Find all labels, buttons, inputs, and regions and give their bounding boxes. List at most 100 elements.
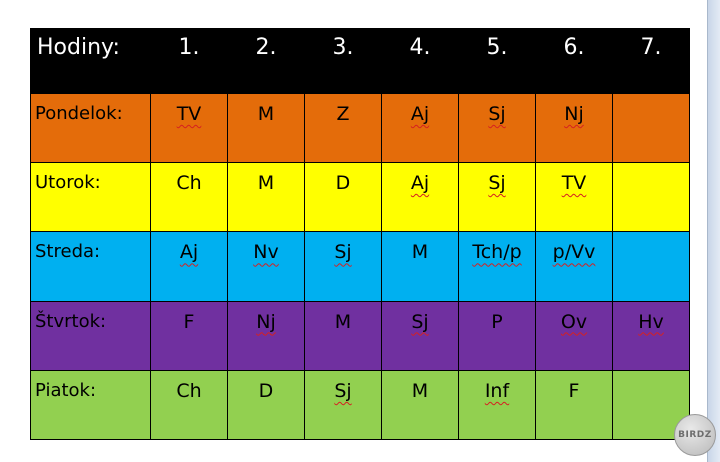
birdz-logo-icon: BIRDZ [674, 414, 716, 456]
period-header-cell: 7. [612, 28, 690, 94]
subject-text: TV [561, 172, 587, 195]
subject-text: Inf [484, 379, 510, 402]
subject-text: M [411, 241, 429, 264]
subject-text: Tch/p [472, 241, 522, 264]
subject-text: Sj [488, 172, 506, 195]
day-row: Štvrtok: F Nj M Sj P Ov Hv [30, 300, 690, 371]
subject-cell [612, 231, 690, 302]
subject-cell: Hv [612, 300, 690, 371]
subject-cell: TV [535, 162, 613, 233]
subject-cell: Z [304, 92, 382, 164]
subject-text: M [334, 310, 352, 333]
day-name: Streda: [35, 241, 101, 263]
subject-cell: TV [150, 92, 228, 164]
subject-text: Nv [253, 241, 279, 264]
subject-cell: Ov [535, 300, 613, 371]
day-name: Pondelok: [35, 103, 123, 124]
subject-cell: Aj [381, 162, 459, 233]
subject-text: TV [176, 103, 202, 125]
period-header-cell: 2. [227, 28, 305, 94]
subject-text: Z [336, 103, 350, 125]
subject-cell: Aj [150, 231, 228, 302]
subject-cell: Sj [381, 300, 459, 371]
subject-cell: M [381, 369, 459, 441]
subject-cell: Nj [227, 300, 305, 371]
subject-cell: Sj [458, 162, 536, 233]
subject-cell: Ch [150, 369, 228, 441]
subject-cell: D [304, 162, 382, 233]
subject-cell: Inf [458, 369, 536, 441]
day-name-cell: Utorok: [30, 162, 151, 233]
subject-cell: F [150, 300, 228, 371]
subject-text: D [335, 172, 351, 195]
subject-cell [612, 369, 690, 441]
subject-cell: Nj [535, 92, 613, 164]
subject-text: F [568, 379, 580, 402]
subject-text: Ov [560, 310, 588, 333]
subject-cell: Nv [227, 231, 305, 302]
subject-text: Hv [638, 310, 664, 333]
subject-text: Aj [179, 241, 199, 264]
subject-cell [612, 162, 690, 233]
header-row: Hodiny: 1. 2. 3. 4. 5. 6. 7. [30, 28, 690, 94]
subject-text: Sj [488, 103, 506, 125]
subject-text: Sj [411, 310, 429, 333]
day-name: Utorok: [35, 172, 101, 194]
subject-text: D [258, 379, 274, 402]
period-header-cell: 3. [304, 28, 382, 94]
day-name: Piatok: [35, 379, 97, 401]
window-edge [707, 0, 720, 462]
subject-text: F [183, 310, 195, 333]
timetable: Hodiny: 1. 2. 3. 4. 5. 6. 7. Pondelok: TV… [30, 28, 690, 441]
subject-text: M [257, 172, 275, 195]
subject-text: Ch [176, 379, 202, 402]
day-name-cell: Streda: [30, 231, 151, 302]
day-name-cell: Štvrtok: [30, 300, 151, 371]
subject-cell: Sj [458, 92, 536, 164]
day-row: Piatok: Ch D Sj M Inf F [30, 369, 690, 441]
period-header: 6. [563, 35, 585, 60]
period-header-cell: 1. [150, 28, 228, 94]
subject-cell: M [304, 300, 382, 371]
subject-cell: P [458, 300, 536, 371]
subject-cell: M [381, 231, 459, 302]
period-header-cell: 6. [535, 28, 613, 94]
watermark-text: BIRDZ [678, 430, 712, 440]
subject-text: P [491, 310, 503, 333]
subject-cell: D [227, 369, 305, 441]
period-header: 5. [486, 35, 508, 60]
timetable-container: Hodiny: 1. 2. 3. 4. 5. 6. 7. Pondelok: TV… [30, 28, 690, 441]
subject-text: p/Vv [552, 241, 596, 264]
subject-cell: Sj [304, 231, 382, 302]
period-header-cell: 5. [458, 28, 536, 94]
day-name-cell: Pondelok: [30, 92, 151, 164]
period-header: 4. [409, 35, 431, 60]
period-header: 2. [255, 35, 277, 60]
day-row: Streda: Aj Nv Sj M Tch/p p/Vv [30, 231, 690, 302]
subject-cell: Sj [304, 369, 382, 441]
subject-cell: Aj [381, 92, 459, 164]
period-header: 3. [332, 35, 354, 60]
subject-cell: p/Vv [535, 231, 613, 302]
subject-text: Sj [334, 379, 352, 402]
subject-text: Aj [410, 172, 430, 195]
subject-text: Ch [176, 172, 202, 195]
header-label-cell: Hodiny: [30, 28, 151, 94]
subject-text: M [257, 103, 275, 125]
subject-cell: Ch [150, 162, 228, 233]
subject-text: Aj [410, 103, 430, 125]
header-label: Hodiny: [37, 35, 120, 60]
period-header-cell: 4. [381, 28, 459, 94]
subject-cell: Tch/p [458, 231, 536, 302]
period-header: 1. [178, 35, 200, 60]
subject-text: Sj [334, 241, 352, 264]
day-name: Štvrtok: [35, 310, 107, 332]
subject-text: Nj [564, 103, 584, 125]
subject-text: M [411, 379, 429, 402]
subject-cell [612, 92, 690, 164]
day-row: Utorok: Ch M D Aj Sj TV [30, 162, 690, 233]
subject-cell: F [535, 369, 613, 441]
subject-text: Nj [256, 310, 276, 333]
subject-cell: M [227, 162, 305, 233]
